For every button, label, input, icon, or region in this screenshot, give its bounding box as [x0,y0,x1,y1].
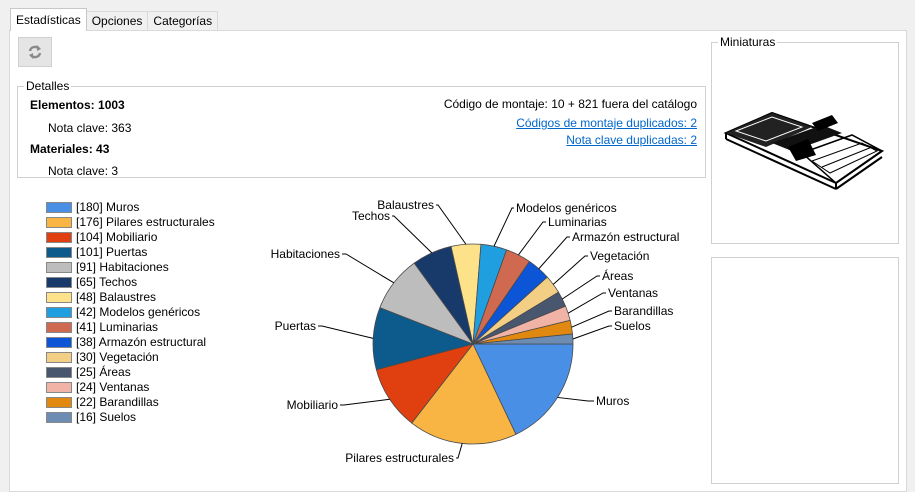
legend-swatch [46,382,72,393]
legend-item: [104] Mobiliario [46,230,215,245]
legend-item: [30] Vegetación [46,350,215,365]
slice-label: Muros [596,394,629,408]
legend-item: [65] Techos [46,275,215,290]
slice-label: Áreas [602,268,633,283]
slice-leader-line [571,310,612,328]
legend-swatch [46,232,72,243]
refresh-icon [28,45,42,59]
slice-leader-line [493,207,514,247]
chart-legend: [180] Muros [176] Pilares estructurales [1… [46,200,215,425]
category-pie-chart: Muros Pilares estructurales Mobiliario Puer… [271,198,680,465]
legend-swatch [46,397,72,408]
model-thumbnail-image [723,111,885,190]
duplicate-assembly-codes-link[interactable]: Códigos de montaje duplicados: 2 [516,116,697,130]
elements-count: Elementos: 1003 [30,98,125,112]
tab-bar: Estadísticas Opciones Categorías [10,8,219,31]
legend-item: [41] Luminarias [46,320,215,335]
legend-label: [25] Áreas [76,365,131,379]
slice-label: Suelos [614,319,651,333]
slice-leader-line [392,215,433,254]
legend-label: [42] Modelos genéricos [76,305,201,319]
secondary-preview-box [711,257,899,484]
legend-item: [176] Pilares estructurales [46,215,215,230]
slice-leader-line [518,221,546,256]
tab-opciones[interactable]: Opciones [85,11,149,31]
slice-leader-line [572,325,612,340]
legend-label: [176] Pilares estructurales [76,215,215,229]
legend-item: [16] Suelos [46,410,215,425]
legend-label: [30] Vegetación [76,350,159,364]
legend-item: [180] Muros [46,200,215,215]
slice-label: Mobiliario [287,398,339,412]
slice-leader-line [557,396,594,402]
legend-label: [65] Techos [76,275,138,289]
legend-swatch [46,352,72,363]
slice-label: Ventanas [608,286,658,300]
pie-slice[interactable] [472,333,574,345]
slice-leader-line [340,398,390,406]
slice-label: Armazón estructural [572,230,679,244]
slice-label: Techos [352,209,390,223]
legend-label: [24] Ventanas [76,380,150,394]
legend-swatch [46,217,72,228]
materials-keynote: Nota clave: 3 [48,164,119,178]
slice-label: Balaustres [377,198,434,212]
tab-estadisticas[interactable]: Estadísticas [10,8,87,31]
slice-label: Pilares estructurales [345,451,454,465]
slice-leader-line [552,255,588,285]
slice-leader-line [342,253,395,284]
tab-categorias[interactable]: Categorías [147,11,219,31]
legend-swatch [46,247,72,258]
details-title: Detalles [24,79,72,93]
legend-label: [104] Mobiliario [76,230,158,244]
legend-item: [101] Puertas [46,245,215,260]
duplicate-keynotes-link[interactable]: Nota clave duplicadas: 2 [566,133,697,147]
slice-leader-line [456,443,463,459]
slice-label: Barandillas [614,304,673,318]
legend-swatch [46,307,72,318]
refresh-button[interactable] [18,37,52,67]
slice-label: Luminarias [548,215,607,229]
legend-swatch [46,337,72,348]
legend-swatch [46,367,72,378]
slice-leader-line [538,236,570,270]
legend-label: [101] Puertas [76,245,148,259]
legend-item: [42] Modelos genéricos [46,305,215,320]
pie-slice[interactable] [411,343,517,445]
legend-swatch [46,292,72,303]
slice-label: Vegetación [590,249,649,263]
slice-leader-line [436,204,467,245]
thumbnail-group: Miniaturas [711,35,899,244]
legend-item: [48] Balaustres [46,290,215,305]
legend-label: [16] Suelos [76,410,137,424]
slice-leader-line [567,292,606,314]
slice-label: Puertas [275,319,316,333]
legend-label: [91] Habitaciones [76,260,169,274]
legend-label: [38] Armazón estructural [76,335,207,349]
slice-label: Habitaciones [271,247,340,261]
details-group: Detalles Elementos: 1003 Nota clave: 363… [17,79,706,178]
legend-swatch [46,322,72,333]
legend-label: [180] Muros [76,200,140,214]
elements-keynote: Nota clave: 363 [48,121,132,135]
legend-label: [41] Luminarias [76,320,159,334]
slice-label: Modelos genéricos [516,201,617,215]
slice-leader-line [318,325,374,339]
legend-swatch [46,412,72,423]
legend-swatch [46,262,72,273]
legend-label: [22] Barandillas [76,395,159,409]
legend-item: [24] Ventanas [46,380,215,395]
assembly-code-summary: Código de montaje: 10 + 821 fuera del ca… [443,97,697,111]
legend-item: [38] Armazón estructural [46,335,215,350]
legend-item: [22] Barandillas [46,395,215,410]
legend-label: [48] Balaustres [76,290,157,304]
legend-item: [91] Habitaciones [46,260,215,275]
legend-item: [25] Áreas [46,365,215,380]
legend-swatch [46,202,72,213]
materials-count: Materiales: 43 [30,142,110,156]
slice-leader-line [562,275,600,300]
legend-swatch [46,277,72,288]
thumbnail-title: Miniaturas [718,35,778,49]
